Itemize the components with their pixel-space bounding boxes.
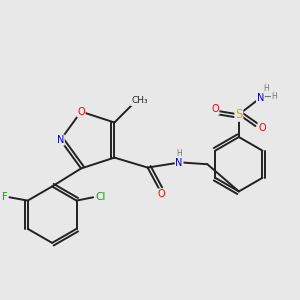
Text: Cl: Cl [95,192,106,202]
Text: O: O [157,189,165,199]
Text: CH₃: CH₃ [131,96,148,105]
Text: O: O [77,106,85,117]
Text: N: N [57,135,64,145]
Text: H: H [263,84,269,93]
Text: S: S [235,108,242,121]
Text: H: H [176,149,182,158]
Text: F: F [2,192,7,202]
Text: O: O [258,123,266,133]
Text: O: O [211,104,219,115]
Text: N: N [176,158,183,168]
Text: N: N [257,93,264,103]
Text: H: H [272,92,277,101]
